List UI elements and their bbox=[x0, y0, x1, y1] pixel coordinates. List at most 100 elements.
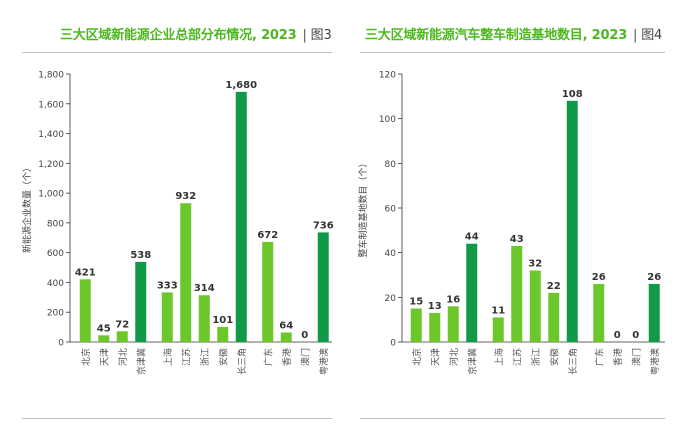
x-tick-label-天津: 天津 bbox=[99, 348, 110, 366]
footer-divider-left bbox=[22, 418, 332, 419]
data-label-天津: 45 bbox=[97, 323, 111, 334]
data-label-京津冀: 538 bbox=[130, 250, 151, 261]
y-tick-label: 40 bbox=[385, 249, 397, 259]
bar-京津冀 bbox=[135, 261, 147, 342]
bar-北京 bbox=[410, 308, 422, 342]
title-separator: | bbox=[302, 28, 307, 43]
y-tick-label: 400 bbox=[47, 279, 64, 289]
bar-浙江 bbox=[198, 295, 210, 342]
data-label-北京: 421 bbox=[75, 267, 96, 278]
title-divider-left bbox=[22, 52, 332, 53]
y-tick-label: 1,000 bbox=[38, 190, 64, 200]
x-tick-label-浙江: 浙江 bbox=[199, 348, 211, 366]
title-separator: | bbox=[633, 28, 638, 43]
bar-广东 bbox=[262, 241, 274, 342]
bar-粤港澳 bbox=[317, 232, 329, 342]
y-tick-label: 20 bbox=[385, 294, 397, 304]
data-label-长三角: 1,680 bbox=[225, 80, 257, 91]
data-label-香港: 0 bbox=[614, 330, 621, 341]
x-tick-label-江苏: 江苏 bbox=[511, 348, 523, 366]
x-tick-label-广东: 广东 bbox=[262, 348, 274, 366]
bar-广东 bbox=[593, 283, 605, 342]
data-label-浙江: 314 bbox=[194, 283, 215, 294]
bar-安徽 bbox=[217, 326, 229, 342]
data-label-长三角: 108 bbox=[562, 89, 583, 100]
data-label-广东: 26 bbox=[592, 272, 606, 283]
y-tick-label: 100 bbox=[379, 115, 396, 125]
bar-江苏 bbox=[180, 203, 192, 342]
bar-上海 bbox=[161, 292, 173, 342]
bar-江苏 bbox=[511, 245, 523, 342]
bar-河北 bbox=[447, 306, 459, 342]
data-label-上海: 333 bbox=[157, 280, 178, 291]
data-label-广东: 672 bbox=[257, 230, 278, 241]
data-label-江苏: 932 bbox=[175, 191, 196, 202]
bar-河北 bbox=[116, 331, 128, 342]
x-tick-label-广东: 广东 bbox=[593, 348, 605, 366]
x-tick-label-安徽: 安徽 bbox=[548, 348, 560, 366]
data-label-安徽: 22 bbox=[547, 281, 561, 292]
bar-京津冀 bbox=[466, 243, 478, 342]
figure-label: 图4 bbox=[641, 28, 663, 43]
data-label-天津: 13 bbox=[428, 301, 442, 312]
y-tick-label: 1,800 bbox=[38, 71, 64, 81]
chart-title-left: 三大区域新能源企业总部分布情况, 2023 | 图3 bbox=[60, 24, 332, 43]
bar-天津 bbox=[429, 312, 441, 342]
chart-title-right: 三大区域新能源汽车整车制造基地数目, 2023 | 图4 bbox=[365, 24, 662, 43]
y-tick-label: 0 bbox=[390, 339, 396, 349]
data-label-香港: 64 bbox=[279, 320, 293, 331]
y-axis-label: 新能源企业数量（个） bbox=[21, 163, 33, 253]
x-tick-label-长三角: 长三角 bbox=[236, 348, 248, 375]
bar-天津 bbox=[98, 335, 110, 342]
data-label-浙江: 32 bbox=[528, 259, 542, 270]
x-tick-label-天津: 天津 bbox=[430, 348, 441, 366]
figure-label: 图3 bbox=[310, 28, 332, 43]
chart-title-text: 三大区域新能源企业总部分布情况, 2023 bbox=[60, 28, 297, 43]
x-tick-label-河北: 河北 bbox=[117, 348, 129, 366]
data-label-京津冀: 44 bbox=[465, 232, 479, 243]
title-divider-right bbox=[360, 52, 665, 53]
y-tick-label: 1,400 bbox=[38, 130, 64, 140]
x-tick-label-香港: 香港 bbox=[281, 348, 293, 366]
x-tick-label-北京: 北京 bbox=[80, 348, 92, 366]
data-label-澳门: 0 bbox=[632, 330, 639, 341]
x-tick-label-浙江: 浙江 bbox=[530, 348, 542, 366]
y-tick-label: 120 bbox=[379, 71, 396, 81]
data-label-北京: 15 bbox=[409, 297, 423, 308]
y-tick-label: 600 bbox=[47, 249, 64, 259]
data-label-澳门: 0 bbox=[301, 330, 308, 341]
bar-香港 bbox=[280, 332, 292, 342]
y-tick-label: 0 bbox=[58, 339, 64, 349]
x-tick-label-京津冀: 京津冀 bbox=[466, 348, 478, 375]
x-tick-label-上海: 上海 bbox=[493, 348, 505, 366]
data-label-粤港澳: 26 bbox=[647, 272, 661, 283]
x-tick-label-澳门: 澳门 bbox=[299, 348, 311, 366]
data-label-安徽: 101 bbox=[212, 315, 233, 326]
x-tick-label-澳门: 澳门 bbox=[630, 348, 642, 366]
x-tick-label-粤港澳: 粤港澳 bbox=[318, 348, 330, 375]
bar-长三角 bbox=[235, 91, 247, 342]
data-label-上海: 11 bbox=[491, 305, 505, 316]
y-tick-label: 1,600 bbox=[38, 100, 64, 110]
x-tick-label-香港: 香港 bbox=[612, 348, 624, 366]
x-tick-label-粤港澳: 粤港澳 bbox=[649, 348, 661, 375]
bar-浙江 bbox=[529, 270, 541, 342]
x-tick-label-上海: 上海 bbox=[162, 348, 174, 366]
y-tick-label: 200 bbox=[47, 309, 64, 319]
bar-安徽 bbox=[548, 292, 560, 342]
data-label-河北: 16 bbox=[446, 294, 460, 305]
data-label-粤港澳: 736 bbox=[313, 220, 334, 231]
y-axis-label: 整车制造基地数目（个） bbox=[357, 158, 369, 257]
y-tick-label: 800 bbox=[47, 219, 64, 229]
x-tick-label-河北: 河北 bbox=[448, 348, 460, 366]
x-tick-label-长三角: 长三角 bbox=[567, 348, 579, 375]
data-label-江苏: 43 bbox=[510, 234, 524, 245]
bar-长三角 bbox=[566, 100, 578, 342]
y-tick-label: 1,200 bbox=[38, 160, 64, 170]
y-tick-label: 60 bbox=[385, 205, 397, 215]
data-label-河北: 72 bbox=[115, 319, 129, 330]
y-tick-label: 80 bbox=[385, 160, 397, 170]
chart-title-text: 三大区域新能源汽车整车制造基地数目, 2023 bbox=[365, 28, 628, 43]
footer-divider-right bbox=[360, 418, 665, 419]
